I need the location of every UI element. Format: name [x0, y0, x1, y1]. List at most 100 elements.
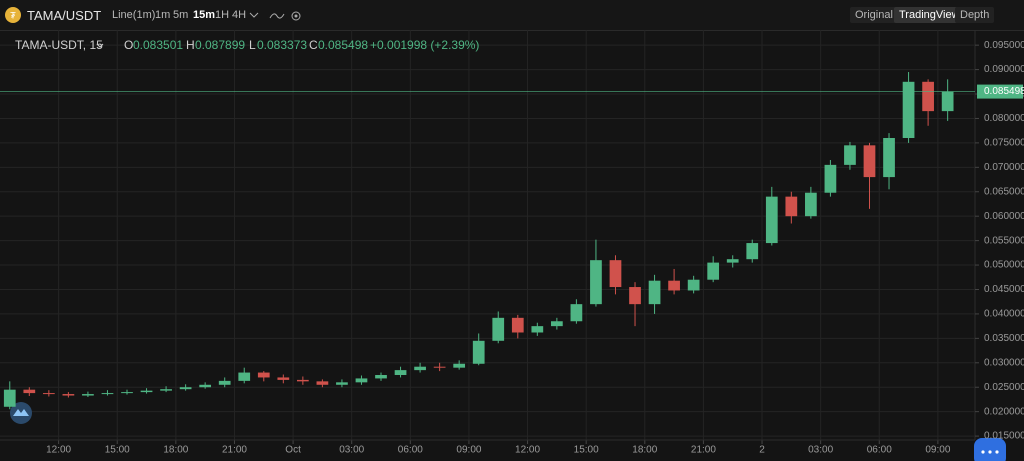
coin-logo: ₮: [5, 7, 21, 23]
candle-body: [648, 280, 661, 305]
candle-body: [23, 389, 36, 394]
x-tick-label: 21:00: [222, 445, 247, 456]
y-tick-label: 0.040000: [984, 309, 1024, 320]
candle-body: [941, 91, 954, 112]
candle-body: [511, 317, 524, 333]
candle-body: [805, 192, 817, 217]
candle-body: [922, 81, 934, 112]
candle-body: [82, 394, 94, 396]
x-tick-label: 18:00: [163, 445, 188, 456]
x-tick-label: 09:00: [456, 445, 481, 456]
candle-body: [121, 392, 133, 394]
candle-body: [179, 387, 192, 390]
y-tick-label: 0.050000: [984, 260, 1024, 271]
legend-value: 0.083501: [133, 38, 183, 52]
legend-change: +0.001998 (+2.39%): [370, 38, 479, 52]
candle-body: [785, 196, 798, 217]
candle-body: [336, 382, 348, 385]
candle-body: [160, 389, 172, 391]
candle-body: [453, 363, 466, 368]
legend-label: C: [309, 38, 318, 52]
candle-body: [238, 372, 251, 381]
y-tick-label: 0.020000: [984, 406, 1024, 417]
interval[interactable]: 15m: [193, 9, 216, 21]
interval[interactable]: 5m: [173, 9, 189, 21]
x-tick-label: 09:00: [925, 445, 950, 456]
x-tick-label: 03:00: [808, 445, 833, 456]
candle-body: [609, 260, 622, 288]
x-tick-label: 12:00: [46, 445, 71, 456]
last-price-label: 0.085498: [984, 86, 1024, 97]
x-tick-label: 15:00: [105, 445, 130, 456]
candle-body: [296, 379, 309, 382]
x-tick-label: 03:00: [339, 445, 364, 456]
toolbar: ₮ TAMA/USDT Line(1m) 1m 5m 15m 1H 4H Ori…: [0, 0, 1024, 31]
candle-body: [863, 145, 876, 178]
tool-icons[interactable]: [248, 10, 308, 22]
view-tab[interactable]: Original: [850, 7, 898, 23]
candle-body: [590, 260, 602, 305]
candle-body: [531, 326, 544, 333]
legend-label: L: [249, 38, 256, 52]
chat-button[interactable]: [974, 438, 1006, 461]
candle-body: [316, 381, 329, 385]
candle-body: [668, 280, 680, 291]
candle-body: [375, 375, 387, 379]
candle-body: [883, 137, 895, 178]
candle-body: [257, 372, 270, 378]
y-tick-label: 0.035000: [984, 333, 1024, 344]
interval[interactable]: 4H: [232, 9, 247, 21]
candle-body: [492, 317, 505, 341]
y-tick-label: 0.080000: [984, 113, 1024, 124]
candle-body: [902, 81, 915, 138]
candle-body: [765, 196, 778, 244]
legend-chevron: [96, 43, 104, 48]
candle-body: [277, 377, 290, 380]
candle-body: [140, 390, 153, 393]
view-tab[interactable]: TradingView: [894, 7, 965, 23]
y-tick-label: 0.065000: [984, 186, 1024, 197]
candle-body: [355, 378, 368, 383]
interval[interactable]: 1m: [155, 9, 171, 21]
x-tick-label: 18:00: [632, 445, 657, 456]
candle-body: [629, 287, 641, 305]
x-tick-label: 06:00: [398, 445, 423, 456]
candle-body: [824, 164, 837, 193]
x-tick-label: Oct: [285, 445, 301, 456]
candle-body: [472, 340, 485, 364]
x-tick-label: 21:00: [691, 445, 716, 456]
y-tick-label: 0.030000: [984, 357, 1024, 368]
candle-body: [62, 394, 75, 396]
candle-body: [551, 321, 563, 327]
last-price-box: [977, 84, 1023, 99]
candle-body: [42, 393, 55, 395]
y-tick-label: 0.075000: [984, 138, 1024, 149]
interval[interactable]: 1H: [215, 9, 230, 21]
x-tick-label: 06:00: [867, 445, 892, 456]
view-tab[interactable]: Depth: [955, 7, 995, 23]
legend-value: 0.085498: [318, 38, 368, 52]
legend-value: 0.083373: [257, 38, 307, 52]
candle-body: [687, 279, 700, 291]
candle-body: [199, 384, 212, 388]
legend-value: 0.087899: [195, 38, 245, 52]
y-tick-label: 0.045000: [984, 284, 1024, 295]
y-tick-label: 0.015000: [984, 431, 1024, 442]
candle-body: [726, 259, 739, 263]
x-tick-label: 2: [759, 445, 765, 456]
x-tick-label: 15:00: [574, 445, 599, 456]
candle-body: [844, 145, 856, 165]
y-tick-label: 0.095000: [984, 40, 1024, 51]
candle-body: [3, 389, 16, 407]
candle-body: [746, 243, 759, 260]
candle-body: [394, 370, 407, 376]
x-tick-label: 12:00: [515, 445, 540, 456]
candle-body: [433, 366, 446, 368]
chart-style[interactable]: Line(1m): [112, 9, 156, 21]
candle-body: [707, 262, 720, 280]
candle-body: [570, 304, 583, 322]
symbol[interactable]: TAMA/USDT: [27, 8, 102, 23]
brand-badge[interactable]: [10, 402, 32, 424]
